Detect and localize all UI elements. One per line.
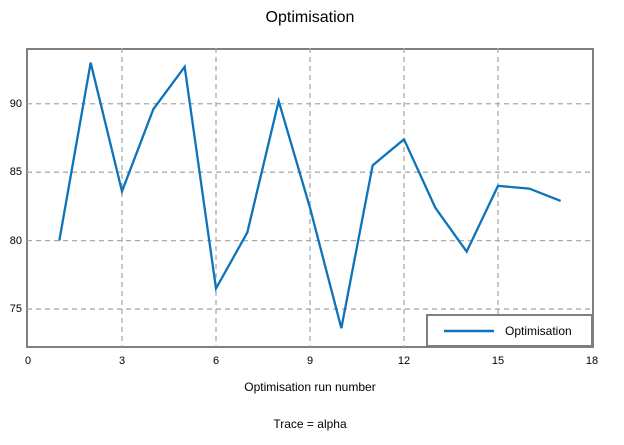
x-tick-label: 6 xyxy=(212,355,220,367)
chart-title: Optimisation xyxy=(265,9,355,26)
x-tick-label: 15 xyxy=(491,355,505,367)
y-tick-label: 80 xyxy=(9,234,22,247)
line-chart-canvas xyxy=(27,48,593,347)
y-tick-label: 90 xyxy=(9,97,22,110)
x-tick-label: 12 xyxy=(397,355,411,367)
series-line-optimisation xyxy=(58,62,562,329)
x-tick-label: 0 xyxy=(24,355,32,367)
legend: Optimisation xyxy=(426,314,593,347)
y-tick-label: 75 xyxy=(9,303,22,316)
y-tick-label: 85 xyxy=(9,166,22,179)
trace-footnote: Trace = alpha xyxy=(273,417,347,431)
legend-line-sample-icon xyxy=(444,329,494,332)
x-tick-label: 18 xyxy=(585,355,599,367)
x-tick-label: 9 xyxy=(306,355,314,367)
legend-entry-label: Optimisation xyxy=(505,323,572,338)
x-axis-label: Optimisation run number xyxy=(244,380,376,394)
x-tick-label: 3 xyxy=(118,355,126,367)
